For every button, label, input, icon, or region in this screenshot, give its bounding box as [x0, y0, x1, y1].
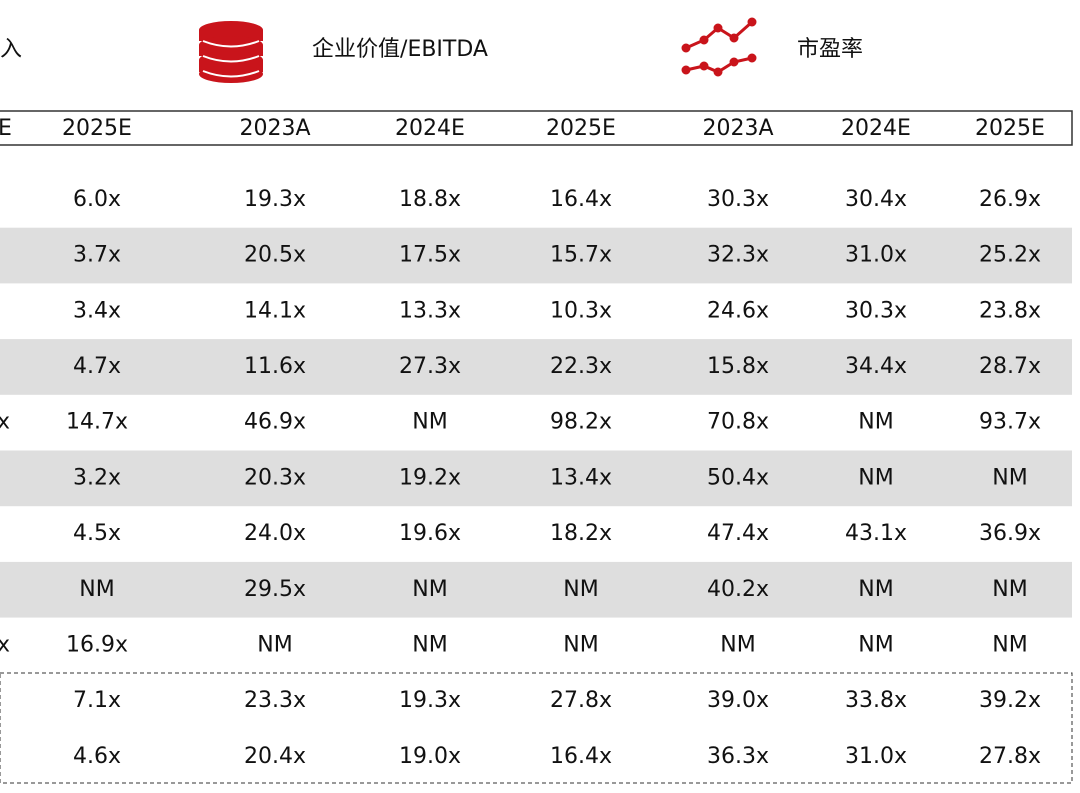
row-band	[0, 450, 1072, 507]
cell: 15.8x	[707, 354, 769, 379]
cell: 70.8x	[707, 410, 769, 435]
cell: 16.4x	[550, 187, 612, 212]
cell: 20.5x	[244, 243, 306, 268]
row-edge: x	[0, 410, 10, 435]
cell: NM	[992, 465, 1027, 490]
cell: 31.0x	[845, 744, 907, 769]
summary-box	[0, 672, 1073, 784]
cell: 39.2x	[979, 688, 1041, 713]
cell: 20.4x	[244, 744, 306, 769]
cell: NM	[563, 632, 598, 657]
cell: 3.4x	[73, 298, 121, 323]
column-header: 2024E	[395, 116, 465, 141]
cell: 19.6x	[399, 521, 461, 546]
column-header: 2025E	[546, 116, 616, 141]
cell: 10.3x	[550, 298, 612, 323]
cell: 14.1x	[244, 298, 306, 323]
cell: 3.7x	[73, 243, 121, 268]
group-title: 入	[0, 37, 22, 62]
cell: NM	[412, 632, 447, 657]
cell: 24.0x	[244, 521, 306, 546]
cell: 13.4x	[550, 465, 612, 490]
column-header: 2025E	[975, 116, 1045, 141]
group-title: 市盈率	[797, 37, 863, 62]
cell: NM	[720, 632, 755, 657]
cell: 19.2x	[399, 465, 461, 490]
cell: 18.2x	[550, 521, 612, 546]
cell: 6.0x	[73, 187, 121, 212]
row-band	[0, 561, 1072, 618]
cell: 30.3x	[845, 298, 907, 323]
cell: 98.2x	[550, 410, 612, 435]
column-header: 2023A	[702, 116, 773, 141]
cell: 26.9x	[979, 187, 1041, 212]
coins-icon	[199, 21, 263, 83]
group-title: 企业价值/EBITDA	[312, 37, 488, 62]
cell: 16.9x	[66, 632, 128, 657]
cell: 25.2x	[979, 243, 1041, 268]
cell: 31.0x	[845, 243, 907, 268]
column-header: 2024E	[841, 116, 911, 141]
cell: 17.5x	[399, 243, 461, 268]
cell: 39.0x	[707, 688, 769, 713]
cell: 46.9x	[244, 410, 306, 435]
line-icon	[681, 17, 757, 77]
cell: NM	[992, 632, 1027, 657]
cell: 20.3x	[244, 465, 306, 490]
cell: NM	[858, 465, 893, 490]
cell: 19.3x	[244, 187, 306, 212]
cell: 16.4x	[550, 744, 612, 769]
cell: NM	[412, 577, 447, 602]
cell: 27.3x	[399, 354, 461, 379]
cell: NM	[858, 632, 893, 657]
column-header: 2025E	[62, 116, 132, 141]
cell: 32.3x	[707, 243, 769, 268]
cell: 50.4x	[707, 465, 769, 490]
cell: 29.5x	[244, 577, 306, 602]
cell: 11.6x	[244, 354, 306, 379]
cell: 40.2x	[707, 577, 769, 602]
cell: 4.7x	[73, 354, 121, 379]
cell: NM	[563, 577, 598, 602]
cell: 43.1x	[845, 521, 907, 546]
cell: 19.0x	[399, 744, 461, 769]
cell: NM	[257, 632, 292, 657]
cell: 33.8x	[845, 688, 907, 713]
cell: 19.3x	[399, 688, 461, 713]
cell: NM	[79, 577, 114, 602]
cell: 27.8x	[550, 688, 612, 713]
cell: 23.3x	[244, 688, 306, 713]
cell: 93.7x	[979, 410, 1041, 435]
cell: NM	[858, 577, 893, 602]
cell: 4.5x	[73, 521, 121, 546]
cell: 28.7x	[979, 354, 1041, 379]
cell: NM	[992, 577, 1027, 602]
cell: 18.8x	[399, 187, 461, 212]
column-header: E	[0, 116, 12, 141]
column-header: 2023A	[239, 116, 310, 141]
cell: 13.3x	[399, 298, 461, 323]
cell: 7.1x	[73, 688, 121, 713]
cell: 14.7x	[66, 410, 128, 435]
cell: 30.3x	[707, 187, 769, 212]
cell: NM	[412, 410, 447, 435]
row-band	[0, 227, 1072, 284]
cell: 27.8x	[979, 744, 1041, 769]
cell: 36.3x	[707, 744, 769, 769]
cell: 47.4x	[707, 521, 769, 546]
cell: 30.4x	[845, 187, 907, 212]
cell: 22.3x	[550, 354, 612, 379]
cell: 3.2x	[73, 465, 121, 490]
cell: 23.8x	[979, 298, 1041, 323]
cell: 24.6x	[707, 298, 769, 323]
row-edge: x	[0, 632, 10, 657]
cell: 15.7x	[550, 243, 612, 268]
header-box	[0, 110, 1073, 146]
cell: 36.9x	[979, 521, 1041, 546]
cell: 34.4x	[845, 354, 907, 379]
row-band	[0, 339, 1072, 395]
cell: NM	[858, 410, 893, 435]
cell: 4.6x	[73, 744, 121, 769]
